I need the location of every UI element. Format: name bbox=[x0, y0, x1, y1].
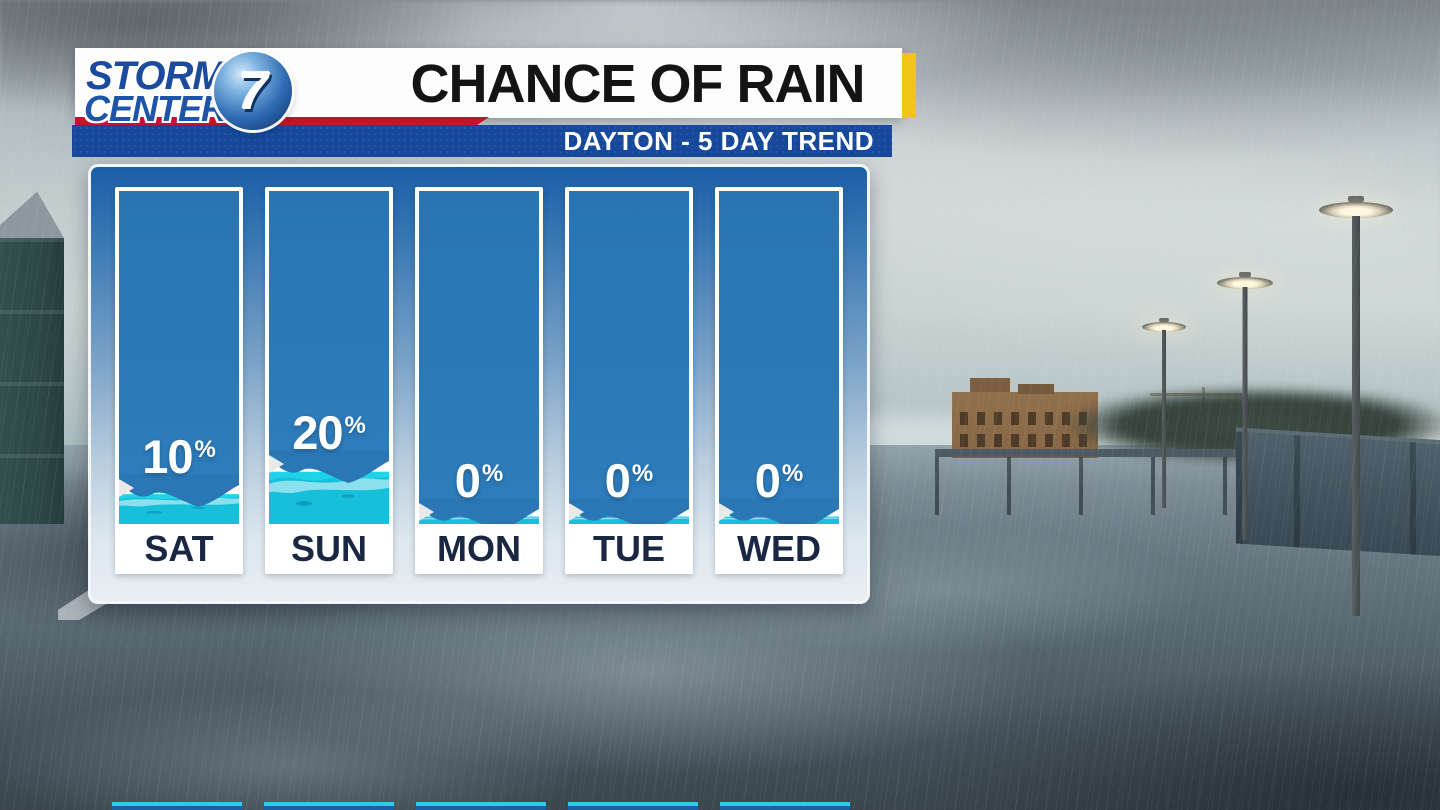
lamp-cap bbox=[1239, 272, 1251, 277]
street-lamp bbox=[1140, 318, 1188, 508]
value-label: 0% bbox=[569, 457, 689, 504]
channel-number: 7 bbox=[237, 61, 269, 121]
bottom-stub bbox=[720, 802, 850, 810]
water-fill bbox=[119, 492, 239, 524]
value-number: 0 bbox=[604, 454, 631, 507]
percent-sign: % bbox=[194, 436, 216, 463]
day-label: SAT bbox=[144, 528, 214, 569]
logo-center-text: CENTER bbox=[84, 88, 227, 129]
building-windows bbox=[960, 412, 1090, 425]
bar-column-sun: 20% SUN bbox=[265, 187, 393, 574]
bar-well: 0% bbox=[719, 191, 839, 524]
lamp-pole bbox=[1352, 216, 1360, 616]
title-bar bbox=[75, 48, 902, 118]
red-accent-bar bbox=[75, 117, 489, 125]
bar-column-tue: 0% TUE bbox=[565, 187, 693, 574]
lamp-head bbox=[1217, 277, 1273, 289]
bottom-stub bbox=[112, 802, 242, 810]
lamp-pole bbox=[1162, 330, 1166, 508]
bottom-stub bbox=[568, 802, 698, 810]
bar-bottom-edge bbox=[119, 475, 239, 507]
bar-column-wed: 0% WED bbox=[715, 187, 843, 574]
bar-fill bbox=[419, 191, 539, 502]
water-wave-icon bbox=[269, 471, 389, 524]
value-label: 0% bbox=[719, 457, 839, 504]
bar-well: 20% bbox=[269, 191, 389, 524]
street-lamp bbox=[1318, 196, 1394, 616]
day-label: TUE bbox=[593, 528, 665, 569]
value-number: 0 bbox=[454, 454, 481, 507]
percent-sign: % bbox=[781, 460, 804, 487]
bar-column-mon: 0% MON bbox=[415, 187, 543, 574]
bar-bottom-edge bbox=[719, 499, 839, 524]
percent-sign: % bbox=[631, 460, 654, 487]
logo-storm-text: STORM bbox=[86, 54, 226, 98]
lamp-cap bbox=[1159, 318, 1169, 322]
bar-well: 0% bbox=[569, 191, 689, 524]
bar-column-sat: 10% SAT bbox=[115, 187, 243, 574]
value-number: 10 bbox=[142, 430, 193, 483]
value-label: 20% bbox=[269, 409, 389, 456]
day-label: MON bbox=[437, 528, 521, 569]
percent-sign: % bbox=[481, 460, 504, 487]
bar-bottom-edge bbox=[569, 499, 689, 524]
lamp-cap bbox=[1348, 196, 1364, 202]
value-label: 0% bbox=[419, 457, 539, 504]
bar-fill bbox=[269, 191, 389, 454]
subtitle-text: DAYTON - 5 DAY TREND bbox=[563, 126, 874, 156]
bar-well: 10% bbox=[119, 191, 239, 524]
railing bbox=[935, 449, 1247, 515]
bar-bottom-edge bbox=[419, 499, 539, 524]
value-number: 20 bbox=[292, 406, 343, 459]
bar-well: 0% bbox=[419, 191, 539, 524]
percent-sign: % bbox=[344, 412, 366, 439]
lamp-head bbox=[1142, 322, 1186, 332]
day-label: WED bbox=[737, 528, 821, 569]
bar-fill bbox=[119, 191, 239, 478]
bar-bottom-edge bbox=[269, 451, 389, 483]
value-number: 0 bbox=[754, 454, 781, 507]
building-windows bbox=[960, 434, 1090, 447]
bar-fill bbox=[719, 191, 839, 502]
bottom-graphic-stubs bbox=[112, 802, 850, 810]
bar-fill bbox=[569, 191, 689, 502]
chart-panel: 10% SAT bbox=[88, 164, 870, 604]
street-lamp bbox=[1216, 272, 1274, 540]
page-title: CHANCE OF RAIN bbox=[410, 54, 866, 114]
subtitle-banner: DAYTON - 5 DAY TREND bbox=[72, 125, 892, 157]
water-fill bbox=[269, 468, 389, 524]
yellow-accent-bar bbox=[902, 53, 916, 118]
lamp-pole bbox=[1242, 287, 1248, 540]
lamp-head bbox=[1319, 202, 1393, 218]
day-label: SUN bbox=[290, 528, 367, 569]
left-building-silhouette bbox=[0, 192, 64, 524]
bottom-stub bbox=[264, 802, 394, 810]
value-label: 10% bbox=[119, 433, 239, 480]
water-wave-icon bbox=[119, 494, 239, 524]
channel-7-logo: 7 bbox=[214, 52, 292, 130]
bottom-stub bbox=[416, 802, 546, 810]
